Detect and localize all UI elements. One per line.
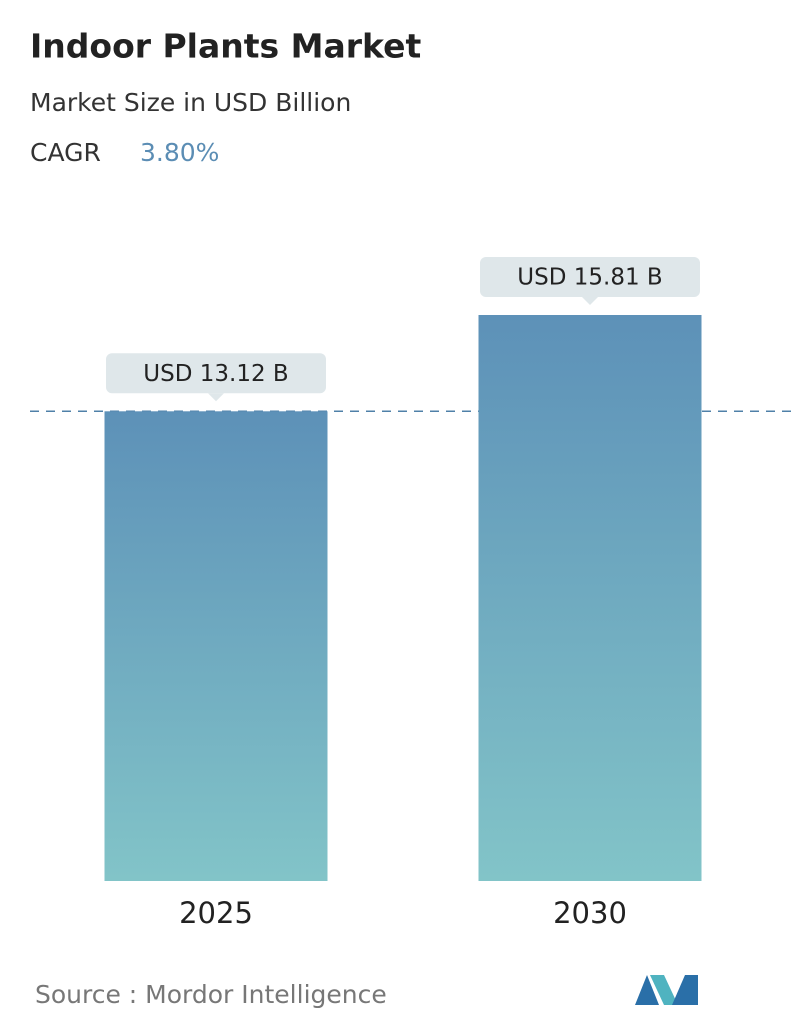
label-box <box>480 257 700 298</box>
value-label: USD 15.81 B <box>517 265 662 291</box>
x-tick-label: 2025 <box>179 896 253 930</box>
value-label: USD 13.12 B <box>143 361 288 387</box>
logo-shape <box>672 975 698 1005</box>
cagr-value: 3.80% <box>140 138 219 167</box>
logo-shape <box>650 975 678 1005</box>
chart-title: Indoor Plants Market <box>30 27 421 66</box>
label-pointer <box>582 297 598 306</box>
bar <box>478 315 702 881</box>
chart-subtitle: Market Size in USD Billion <box>30 88 351 117</box>
x-tick-label: 2030 <box>553 896 627 930</box>
logo <box>635 975 698 1005</box>
cagr-label: CAGR <box>30 138 101 167</box>
label-box <box>106 353 326 394</box>
bar <box>104 411 328 881</box>
logo-shape <box>635 975 659 1005</box>
source: Source : Mordor Intelligence <box>35 980 387 1009</box>
label-pointer <box>208 393 224 402</box>
